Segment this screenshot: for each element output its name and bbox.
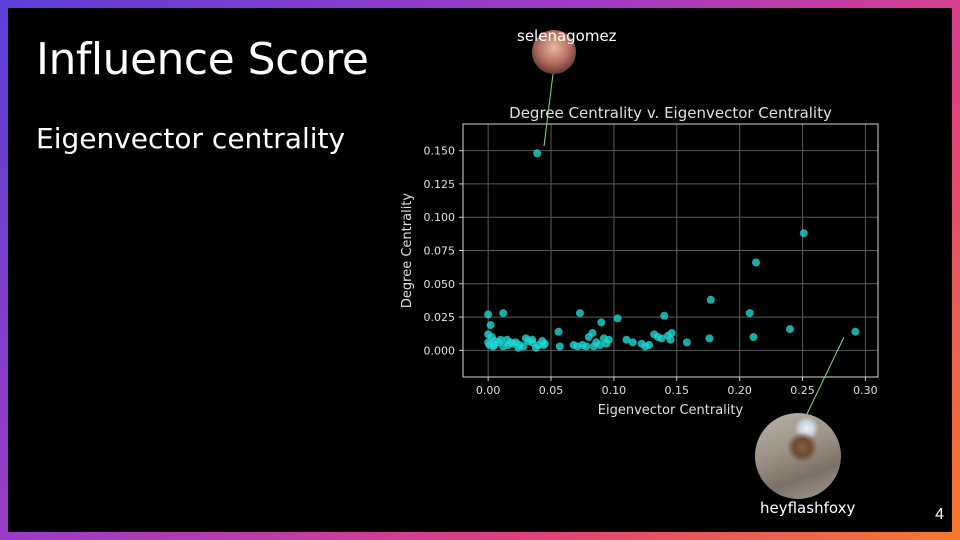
data-point (588, 329, 597, 338)
data-point (641, 342, 650, 351)
data-point (596, 341, 605, 350)
top-user-label: selenagomez (517, 27, 617, 45)
y-tick-label: 0.050 (424, 278, 456, 291)
data-point (484, 310, 493, 319)
x-axis-label: Eigenvector Centrality (598, 403, 744, 418)
y-tick-label: 0.125 (424, 178, 456, 191)
data-point (660, 311, 669, 320)
data-point (554, 327, 563, 336)
data-point (555, 342, 564, 351)
data-point (666, 335, 675, 344)
x-tick-label: 0.10 (602, 384, 627, 397)
data-point (499, 309, 508, 318)
y-axis-label: Degree Centrality (400, 193, 415, 308)
slide-title: Influence Score (36, 34, 369, 85)
bottom-user-label: heyflashfoxy (760, 499, 856, 517)
x-tick-label: 0.05 (539, 384, 564, 397)
data-point (705, 334, 714, 343)
y-tick-label: 0.000 (424, 344, 456, 357)
heyflashfoxy-leader-line (804, 336, 845, 419)
y-tick-label: 0.025 (424, 311, 456, 324)
data-point (533, 149, 542, 158)
heyflashfoxy-avatar (755, 413, 841, 499)
data-point (706, 295, 715, 304)
data-point (504, 341, 513, 350)
data-point (749, 333, 758, 342)
data-point (682, 338, 691, 347)
data-point (602, 339, 611, 348)
data-point (745, 309, 754, 318)
x-tick-label: 0.00 (476, 384, 501, 397)
data-point (514, 343, 523, 352)
page-number: 4 (935, 506, 944, 523)
chart-title: Degree Centrality v. Eigenvector Central… (509, 104, 832, 122)
data-point (575, 309, 584, 318)
data-point (785, 325, 794, 334)
slide-subtitle: Eigenvector centrality (36, 122, 346, 155)
x-tick-label: 0.20 (727, 384, 752, 397)
y-tick-label: 0.075 (424, 245, 456, 258)
x-tick-label: 0.30 (853, 384, 878, 397)
data-point (485, 341, 494, 350)
slide: Influence Score Eigenvector centrality 4 (8, 8, 952, 532)
data-point (851, 327, 860, 336)
data-point (597, 318, 606, 327)
data-point (528, 335, 537, 344)
data-point (531, 343, 540, 352)
data-point (538, 337, 547, 346)
plot-frame (462, 123, 879, 378)
data-point (657, 334, 666, 343)
y-tick-label: 0.150 (424, 145, 456, 158)
x-tick-label: 0.25 (790, 384, 815, 397)
data-point (752, 258, 761, 267)
data-point (628, 338, 637, 347)
data-point (573, 342, 582, 351)
data-point (613, 314, 622, 323)
selenagomez-avatar (532, 30, 576, 74)
data-point (589, 342, 598, 351)
data-point (667, 329, 676, 338)
data-point (799, 229, 808, 238)
data-point (582, 342, 591, 351)
x-tick-label: 0.15 (665, 384, 690, 397)
data-point (486, 321, 495, 330)
selenagomez-leader-line (543, 73, 554, 147)
data-point (622, 335, 631, 344)
y-tick-label: 0.100 (424, 211, 456, 224)
